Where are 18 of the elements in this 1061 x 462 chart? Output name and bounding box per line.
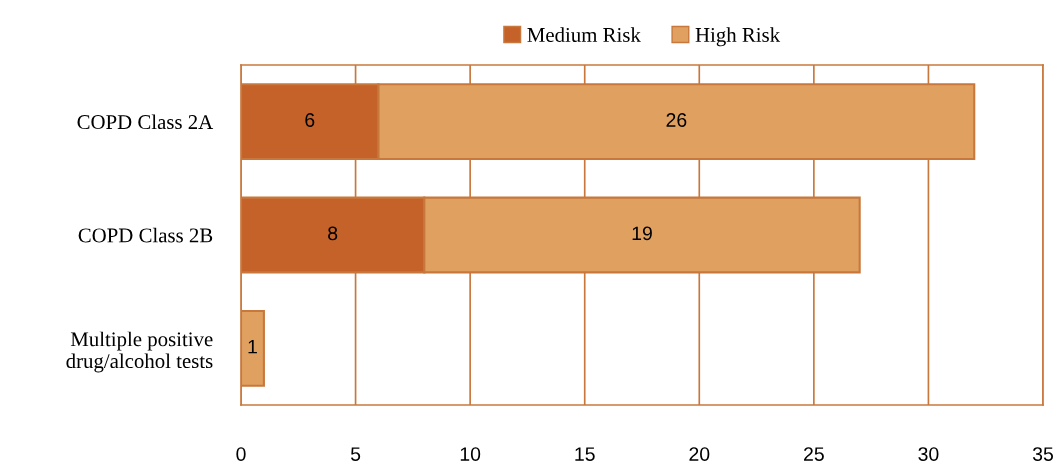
data-label: 8 bbox=[328, 226, 338, 241]
legend-label: Medium Risk bbox=[527, 27, 641, 42]
data-label: 26 bbox=[666, 113, 687, 127]
x-tick-label: 0 bbox=[236, 447, 246, 461]
x-tick-label: 10 bbox=[460, 447, 481, 461]
data-label: 6 bbox=[305, 113, 315, 127]
x-tick-label: 20 bbox=[689, 447, 710, 461]
legend-label: High Risk bbox=[695, 27, 781, 47]
x-tick-label: 15 bbox=[575, 447, 595, 461]
data-label: 1 bbox=[248, 339, 257, 354]
x-tick-label: 35 bbox=[1032, 447, 1053, 461]
y-tick-label: COPD Class 2A bbox=[77, 114, 214, 130]
x-tick-label: 5 bbox=[350, 447, 361, 461]
y-tick-label: Multiple positive drug/alcohol tests bbox=[66, 331, 213, 373]
y-tick-label: COPD Class 2B bbox=[78, 227, 213, 243]
data-label: 19 bbox=[632, 226, 652, 241]
x-tick-label: 25 bbox=[804, 447, 824, 461]
x-tick-label: 30 bbox=[918, 447, 939, 461]
